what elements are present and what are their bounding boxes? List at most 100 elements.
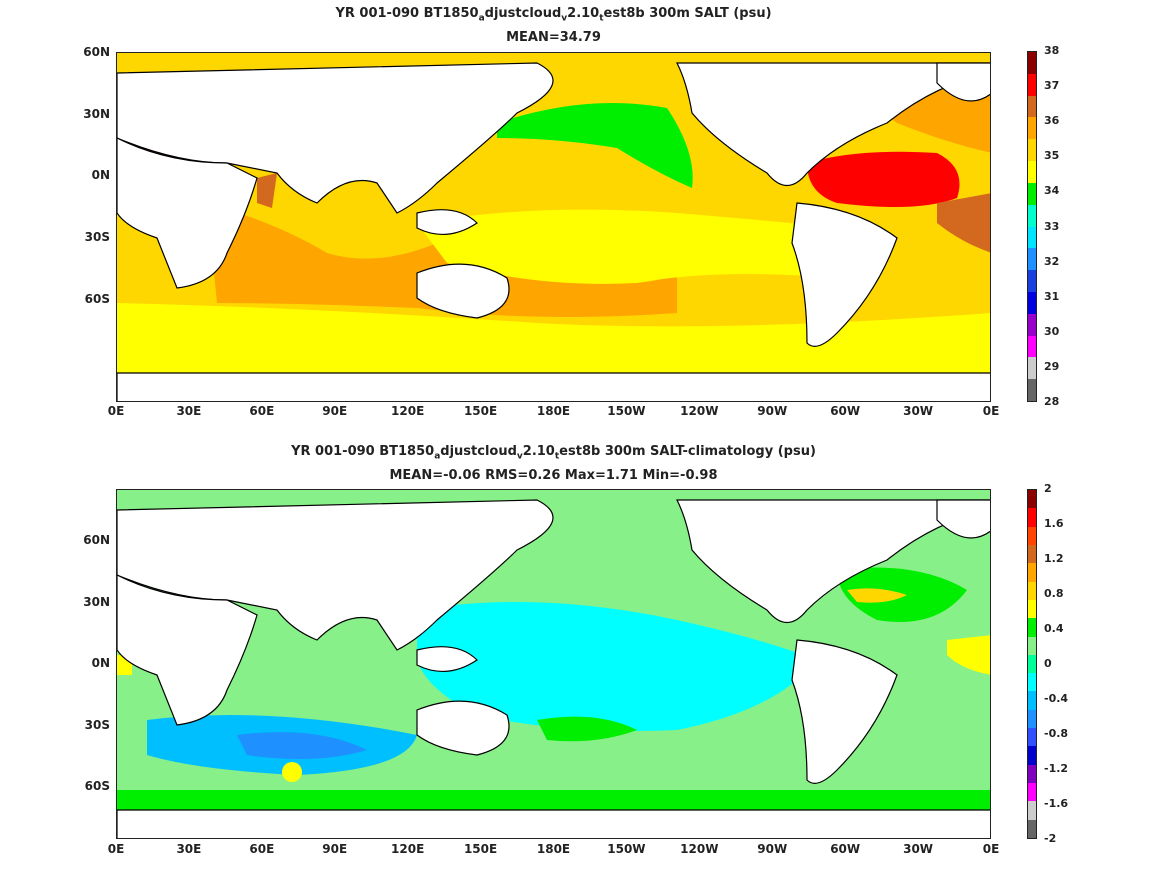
lon-tick: 90E — [322, 404, 348, 418]
landmass — [416, 700, 510, 756]
colorbar-tick: -0.4 — [1044, 692, 1069, 705]
colorbar-swatch — [1028, 95, 1036, 118]
colorbar-swatch — [1028, 508, 1036, 527]
colorbar-swatch — [1028, 599, 1036, 619]
lon-tick: 0E — [982, 404, 1000, 418]
colorbar-swatch — [1028, 654, 1036, 674]
landmass — [117, 809, 990, 838]
colorbar-tick: 32 — [1044, 254, 1060, 268]
salinity-zone — [207, 203, 677, 317]
colorbar-tick: 35 — [1044, 149, 1060, 163]
landmass — [676, 62, 990, 187]
colorbar-swatch — [1028, 335, 1036, 358]
colorbar-tick: -1.6 — [1044, 797, 1069, 810]
anomaly-zone — [537, 716, 637, 742]
anomaly-zone — [947, 635, 990, 675]
colorbar-swatch — [1028, 801, 1036, 820]
lon-tick: 30E — [176, 404, 202, 418]
colorbar-swatch — [1028, 226, 1036, 249]
lon-tick: 90W — [757, 842, 788, 856]
anomaly-colorbar — [1027, 489, 1037, 839]
lon-tick: 120E — [391, 842, 425, 856]
colorbar-tick: -2 — [1044, 832, 1057, 845]
colorbar-tick: 0.4 — [1044, 622, 1064, 635]
lon-tick: 120W — [680, 842, 719, 856]
lon-tick: 30W — [903, 842, 934, 856]
salinity-zone — [257, 173, 277, 208]
colorbar-tick: 37 — [1044, 79, 1060, 93]
landmass — [117, 372, 990, 401]
lon-tick: 90W — [757, 404, 788, 418]
colorbar-swatch — [1028, 291, 1036, 314]
anomaly-zone — [417, 602, 817, 731]
lat-tick: 60N — [83, 45, 110, 59]
colorbar-tick: -0.8 — [1044, 727, 1069, 740]
colorbar-tick: 29 — [1044, 359, 1060, 373]
lon-tick: 180E — [536, 842, 571, 856]
landmass — [791, 639, 898, 784]
colorbar-swatch — [1028, 526, 1036, 545]
landmass — [416, 646, 478, 673]
colorbar-swatch — [1028, 746, 1036, 765]
land-group — [117, 499, 990, 838]
landmass — [416, 263, 510, 319]
colorbar-swatch — [1028, 270, 1036, 292]
lon-tick: 60E — [249, 404, 275, 418]
panel1-title: YR 001-090 BT1850adjustcloudv2.10test8b … — [335, 6, 772, 24]
lon-tick: 0E — [107, 842, 125, 856]
lat-tick: 0N — [91, 656, 110, 670]
lon-tick: 60W — [830, 404, 861, 418]
lon-tick: 0E — [107, 404, 125, 418]
colorbar-tick: 0.8 — [1044, 587, 1064, 600]
lat-tick: 30S — [84, 718, 110, 732]
colorbar-swatch — [1028, 709, 1036, 729]
colorbar-swatch — [1028, 691, 1036, 710]
colorbar-swatch — [1028, 248, 1036, 271]
colorbar-swatch — [1028, 636, 1036, 655]
colorbar-tick: 31 — [1044, 289, 1060, 303]
landmass — [936, 499, 990, 539]
colorbar-swatch — [1028, 728, 1036, 747]
colorbar-tick: 0 — [1044, 657, 1052, 670]
panel1-subtitle: MEAN=34.79 — [506, 30, 601, 45]
colorbar-tick: 2 — [1044, 482, 1052, 495]
colorbar-swatch — [1028, 819, 1036, 838]
anomaly-zone — [847, 588, 907, 603]
lon-tick: 60W — [830, 842, 861, 856]
lat-tick: 60S — [84, 779, 110, 793]
anomaly-zone — [282, 762, 302, 782]
landmass — [791, 202, 898, 347]
colorbar-swatch — [1028, 544, 1036, 564]
lon-tick: 150W — [607, 404, 646, 418]
lon-tick: 90E — [322, 842, 348, 856]
salinity-zone — [497, 103, 693, 188]
lat-tick: 0N — [91, 168, 110, 182]
colorbar-swatch — [1028, 673, 1036, 692]
panel2-title: YR 001-090 BT1850adjustcloudv2.10test8b … — [291, 444, 816, 462]
lat-tick: 30S — [84, 230, 110, 244]
colorbar-tick: 28 — [1044, 395, 1060, 408]
colorbar-swatch — [1028, 182, 1036, 205]
salinity-zone — [117, 303, 990, 383]
lon-tick: 30E — [176, 842, 202, 856]
landmass — [416, 209, 478, 236]
lon-tick: 60E — [249, 842, 275, 856]
colorbar-swatch — [1028, 117, 1036, 140]
colorbar-tick: 33 — [1044, 219, 1060, 233]
lat-tick: 60S — [84, 292, 110, 306]
colorbar-swatch — [1028, 139, 1036, 162]
colorbar-tick: 36 — [1044, 114, 1060, 128]
colorbar-tick: 1.6 — [1044, 517, 1064, 530]
lon-tick: 150E — [463, 842, 498, 856]
lon-tick: 150W — [607, 842, 646, 856]
salinity-map — [116, 52, 991, 402]
landmass — [117, 137, 258, 289]
salinity-zone — [807, 151, 960, 207]
colorbar-tick: 30 — [1044, 324, 1060, 338]
anomaly-zone — [237, 732, 367, 759]
landmass — [676, 499, 990, 624]
landmass — [117, 574, 258, 726]
colorbar-swatch — [1028, 204, 1036, 227]
colorbar-swatch — [1028, 783, 1036, 802]
colorbar-swatch — [1028, 73, 1036, 96]
